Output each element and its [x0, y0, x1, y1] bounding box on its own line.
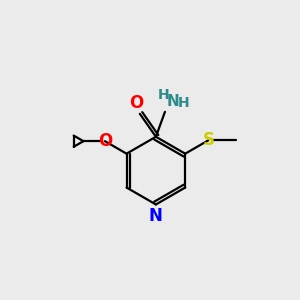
Text: S: S — [203, 131, 215, 149]
Text: N: N — [149, 207, 163, 225]
Text: N: N — [167, 94, 179, 110]
Text: O: O — [129, 94, 143, 112]
Text: H: H — [178, 96, 190, 110]
Text: H: H — [158, 88, 169, 101]
Text: O: O — [98, 132, 112, 150]
